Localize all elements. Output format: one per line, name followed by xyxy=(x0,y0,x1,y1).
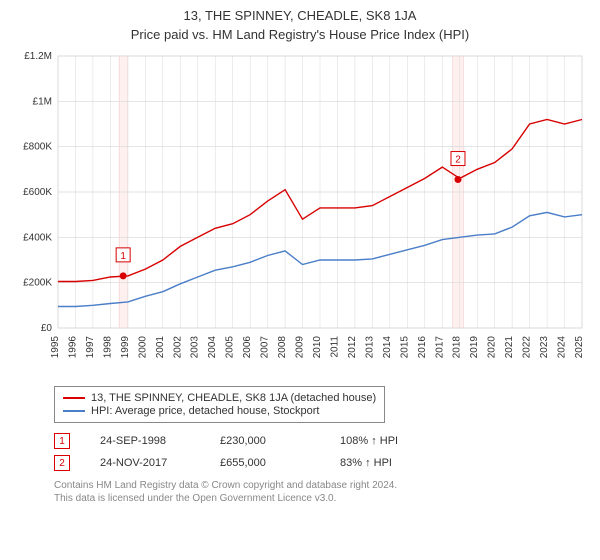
svg-text:2019: 2019 xyxy=(469,336,480,359)
svg-text:2012: 2012 xyxy=(347,336,358,359)
svg-text:2004: 2004 xyxy=(207,336,218,359)
svg-text:£400K: £400K xyxy=(23,232,52,243)
svg-text:1996: 1996 xyxy=(67,336,78,359)
svg-text:1998: 1998 xyxy=(102,336,113,359)
tx-price: £655,000 xyxy=(220,457,310,469)
svg-text:2002: 2002 xyxy=(172,336,183,359)
svg-text:2007: 2007 xyxy=(260,336,271,359)
svg-text:2: 2 xyxy=(455,155,461,166)
svg-text:2003: 2003 xyxy=(190,336,201,359)
svg-text:2025: 2025 xyxy=(574,336,585,359)
plot-area: £0 £200K £400K £600K £800K £1M £1.2M 1995 1996 19… xyxy=(10,48,590,378)
svg-text:2017: 2017 xyxy=(434,336,445,359)
svg-text:£200K: £200K xyxy=(23,278,52,289)
svg-text:2000: 2000 xyxy=(137,336,148,359)
chart-title: 13, THE SPINNEY, CHEADLE, SK8 1JA xyxy=(10,8,590,23)
svg-text:2005: 2005 xyxy=(225,336,236,359)
legend-swatch xyxy=(63,397,85,399)
svg-text:2023: 2023 xyxy=(539,336,550,359)
table-row: 1 24-SEP-1998 £230,000 108% ↑ HPI xyxy=(54,433,590,449)
svg-text:2011: 2011 xyxy=(329,336,340,358)
chart-subtitle: Price paid vs. HM Land Registry's House … xyxy=(10,27,590,42)
svg-text:2010: 2010 xyxy=(312,336,323,359)
svg-text:1: 1 xyxy=(120,251,126,262)
svg-text:2013: 2013 xyxy=(364,336,375,359)
transactions-table: 1 24-SEP-1998 £230,000 108% ↑ HPI 2 24-N… xyxy=(54,433,590,471)
svg-text:2020: 2020 xyxy=(487,336,498,359)
legend-row: HPI: Average price, detached house, Stoc… xyxy=(63,405,376,417)
tx-marker: 1 xyxy=(54,433,70,449)
svg-text:£1.2M: £1.2M xyxy=(24,51,52,62)
svg-text:2008: 2008 xyxy=(277,336,288,359)
table-row: 2 24-NOV-2017 £655,000 83% ↑ HPI xyxy=(54,455,590,471)
tx-date: 24-NOV-2017 xyxy=(100,457,190,469)
svg-text:£600K: £600K xyxy=(23,187,52,198)
svg-text:£1M: £1M xyxy=(33,96,52,107)
chart-wrapper: 13, THE SPINNEY, CHEADLE, SK8 1JA Price … xyxy=(0,0,600,511)
tx-price: £230,000 xyxy=(220,435,310,447)
svg-text:2015: 2015 xyxy=(399,336,410,359)
legend: 13, THE SPINNEY, CHEADLE, SK8 1JA (detac… xyxy=(54,386,385,423)
svg-text:1999: 1999 xyxy=(120,336,131,359)
tx-delta: 83% ↑ HPI xyxy=(340,457,430,469)
svg-text:2021: 2021 xyxy=(504,336,515,359)
svg-text:2001: 2001 xyxy=(155,336,166,359)
legend-row: 13, THE SPINNEY, CHEADLE, SK8 1JA (detac… xyxy=(63,392,376,404)
footer-note: Contains HM Land Registry data © Crown c… xyxy=(54,479,590,505)
svg-text:2016: 2016 xyxy=(417,336,428,359)
svg-text:1995: 1995 xyxy=(50,336,61,359)
tx-delta: 108% ↑ HPI xyxy=(340,435,430,447)
legend-label: HPI: Average price, detached house, Stoc… xyxy=(91,405,320,417)
svg-text:2009: 2009 xyxy=(295,336,306,359)
svg-text:2006: 2006 xyxy=(242,336,253,359)
svg-text:2018: 2018 xyxy=(452,336,463,359)
svg-text:£800K: £800K xyxy=(23,142,52,153)
svg-text:2014: 2014 xyxy=(382,336,393,359)
legend-swatch xyxy=(63,410,85,412)
tx-date: 24-SEP-1998 xyxy=(100,435,190,447)
svg-text:1997: 1997 xyxy=(85,336,96,359)
tx-marker: 2 xyxy=(54,455,70,471)
svg-text:£0: £0 xyxy=(41,323,53,334)
svg-text:2024: 2024 xyxy=(557,336,568,359)
svg-text:2022: 2022 xyxy=(522,336,533,359)
legend-label: 13, THE SPINNEY, CHEADLE, SK8 1JA (detac… xyxy=(91,392,376,404)
